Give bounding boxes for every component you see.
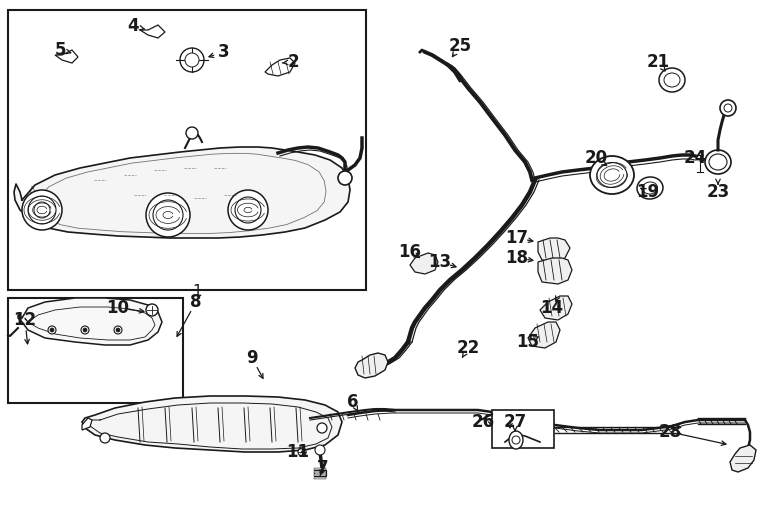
Circle shape bbox=[116, 328, 120, 332]
Circle shape bbox=[81, 326, 89, 334]
Bar bbox=[8, 298, 183, 403]
Text: 8: 8 bbox=[191, 293, 202, 311]
Polygon shape bbox=[538, 238, 570, 262]
Circle shape bbox=[512, 436, 520, 444]
Polygon shape bbox=[730, 445, 756, 472]
Polygon shape bbox=[528, 322, 560, 348]
Circle shape bbox=[338, 171, 352, 185]
Text: 17: 17 bbox=[505, 229, 528, 247]
Bar bbox=[314, 468, 326, 470]
Text: 16: 16 bbox=[398, 243, 421, 261]
Circle shape bbox=[315, 445, 325, 455]
Bar bbox=[314, 470, 326, 476]
Text: 27: 27 bbox=[503, 413, 527, 431]
Circle shape bbox=[317, 423, 327, 433]
Ellipse shape bbox=[643, 182, 657, 194]
Text: 18: 18 bbox=[505, 249, 528, 267]
Polygon shape bbox=[410, 253, 438, 274]
Circle shape bbox=[298, 448, 306, 456]
Text: 6: 6 bbox=[348, 393, 359, 411]
Text: 7: 7 bbox=[317, 459, 329, 477]
Circle shape bbox=[180, 48, 204, 72]
Polygon shape bbox=[55, 50, 78, 63]
Text: 3: 3 bbox=[218, 43, 230, 61]
Ellipse shape bbox=[659, 68, 685, 92]
Text: 19: 19 bbox=[637, 183, 660, 201]
Ellipse shape bbox=[509, 431, 523, 449]
Text: 2: 2 bbox=[287, 53, 299, 71]
Ellipse shape bbox=[637, 177, 663, 199]
Circle shape bbox=[235, 197, 261, 223]
Bar bbox=[314, 477, 326, 479]
Circle shape bbox=[153, 200, 183, 230]
Circle shape bbox=[22, 190, 62, 230]
Polygon shape bbox=[265, 58, 295, 76]
Text: 25: 25 bbox=[449, 37, 471, 55]
Text: 11: 11 bbox=[286, 443, 310, 461]
Text: 20: 20 bbox=[584, 149, 607, 167]
Bar bbox=[8, 10, 366, 290]
Text: 14: 14 bbox=[540, 299, 564, 317]
Polygon shape bbox=[355, 353, 388, 378]
Text: 12: 12 bbox=[14, 311, 36, 329]
Circle shape bbox=[146, 193, 190, 237]
Polygon shape bbox=[14, 147, 350, 238]
Circle shape bbox=[100, 433, 110, 443]
Circle shape bbox=[114, 326, 122, 334]
Polygon shape bbox=[82, 396, 342, 452]
Ellipse shape bbox=[664, 73, 680, 87]
Text: 22: 22 bbox=[456, 339, 480, 357]
Text: 26: 26 bbox=[471, 413, 495, 431]
Circle shape bbox=[186, 127, 198, 139]
Polygon shape bbox=[540, 296, 572, 320]
Polygon shape bbox=[140, 25, 165, 38]
Circle shape bbox=[185, 53, 199, 67]
Bar bbox=[314, 474, 326, 476]
Ellipse shape bbox=[705, 150, 731, 174]
Circle shape bbox=[48, 326, 56, 334]
Bar bbox=[314, 471, 326, 473]
Text: 1: 1 bbox=[192, 285, 202, 300]
Ellipse shape bbox=[597, 163, 627, 188]
Text: 9: 9 bbox=[246, 349, 258, 367]
Text: 28: 28 bbox=[659, 423, 682, 441]
Text: 23: 23 bbox=[707, 183, 729, 201]
Text: 4: 4 bbox=[128, 17, 139, 35]
Polygon shape bbox=[82, 418, 92, 430]
Ellipse shape bbox=[590, 156, 634, 194]
Bar bbox=[492, 410, 554, 448]
Text: 15: 15 bbox=[517, 333, 540, 351]
Circle shape bbox=[83, 328, 87, 332]
Circle shape bbox=[34, 202, 50, 218]
Ellipse shape bbox=[709, 154, 727, 170]
Polygon shape bbox=[538, 258, 572, 284]
Text: 13: 13 bbox=[428, 253, 452, 271]
Circle shape bbox=[28, 196, 56, 224]
Text: 10: 10 bbox=[106, 299, 130, 317]
Circle shape bbox=[724, 104, 732, 112]
Circle shape bbox=[720, 100, 736, 116]
Text: 5: 5 bbox=[54, 41, 66, 59]
Text: 24: 24 bbox=[683, 149, 707, 167]
Polygon shape bbox=[18, 298, 162, 345]
Circle shape bbox=[146, 304, 158, 316]
Circle shape bbox=[50, 328, 54, 332]
Circle shape bbox=[228, 190, 268, 230]
Text: 21: 21 bbox=[647, 53, 669, 71]
